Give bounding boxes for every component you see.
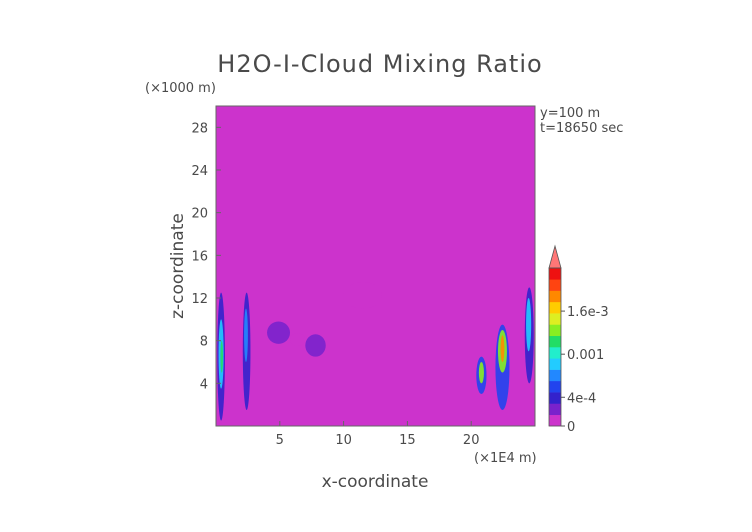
colorbar-segment: [549, 358, 561, 370]
heatmap-cell: [267, 321, 291, 344]
colorbar-segment: [549, 369, 561, 382]
colorbar-segment: [549, 414, 561, 427]
heatmap-cell: [526, 298, 532, 352]
colorbar-segment: [549, 403, 561, 416]
heatmap-cell: [220, 340, 224, 373]
x-tick-label: 15: [399, 433, 416, 448]
colorbar-segment: [549, 324, 561, 337]
colorbar: 0 4e-4 0.001 1.6e-3: [548, 244, 609, 435]
y-tick-label: 28: [191, 121, 208, 136]
y-axis-label: z-coordinate: [168, 213, 188, 319]
y-axis: 4 8 12 16 20 24 28: [191, 121, 221, 392]
y-scale-label: (×1000 m): [145, 81, 216, 96]
heatmap-plot-area: [215, 105, 536, 427]
heatmap-cell: [305, 334, 326, 357]
heatmap-cell: [290, 333, 306, 346]
y-tick-label: 4: [200, 377, 208, 392]
y-tick-label: 24: [191, 164, 208, 179]
colorbar-tick-label: 0.001: [567, 348, 604, 363]
colorbar-segment: [549, 268, 561, 280]
heatmap-background: [216, 106, 535, 426]
y-tick-label: 12: [191, 292, 208, 307]
colorbar-tick-label: 4e-4: [567, 391, 596, 406]
heatmap-cell: [244, 308, 248, 363]
annotation-y: y=100 m: [540, 106, 600, 121]
colorbar-segment: [549, 279, 561, 291]
x-axis-label: x-coordinate: [322, 472, 429, 492]
colorbar-segment: [549, 380, 561, 393]
colorbar-extend-arrow: [548, 244, 562, 269]
colorbar-tick-label: 0: [567, 420, 575, 435]
colorbar-segment: [549, 290, 561, 303]
plot-frame: [215, 105, 536, 427]
chart-title: H2O-I-Cloud Mixing Ratio: [217, 50, 542, 78]
colorbar-segment: [549, 392, 561, 404]
x-scale-label: (×1E4 m): [474, 451, 537, 466]
colorbar-segment: [549, 313, 561, 325]
colorbar-frame: [548, 267, 562, 427]
annotation-time: t=18650 sec: [540, 121, 623, 136]
y-tick-label: 8: [200, 335, 208, 350]
heatmap-cell: [343, 282, 382, 309]
colorbar-tick-label: 1.6e-3: [567, 305, 609, 320]
y-tick-label: 20: [191, 207, 208, 222]
colorbar-segment: [549, 335, 561, 348]
heatmap-cell: [478, 362, 484, 384]
x-tick-label: 20: [463, 433, 480, 448]
colorbar-segment: [549, 301, 561, 314]
colorbar-segment: [549, 347, 561, 359]
x-tick-label: 10: [335, 433, 352, 448]
y-tick-label: 16: [191, 249, 208, 264]
x-tick-label: 5: [276, 433, 284, 448]
heatmap-cell: [500, 335, 505, 362]
x-axis: 5 10 15 20: [276, 421, 480, 448]
